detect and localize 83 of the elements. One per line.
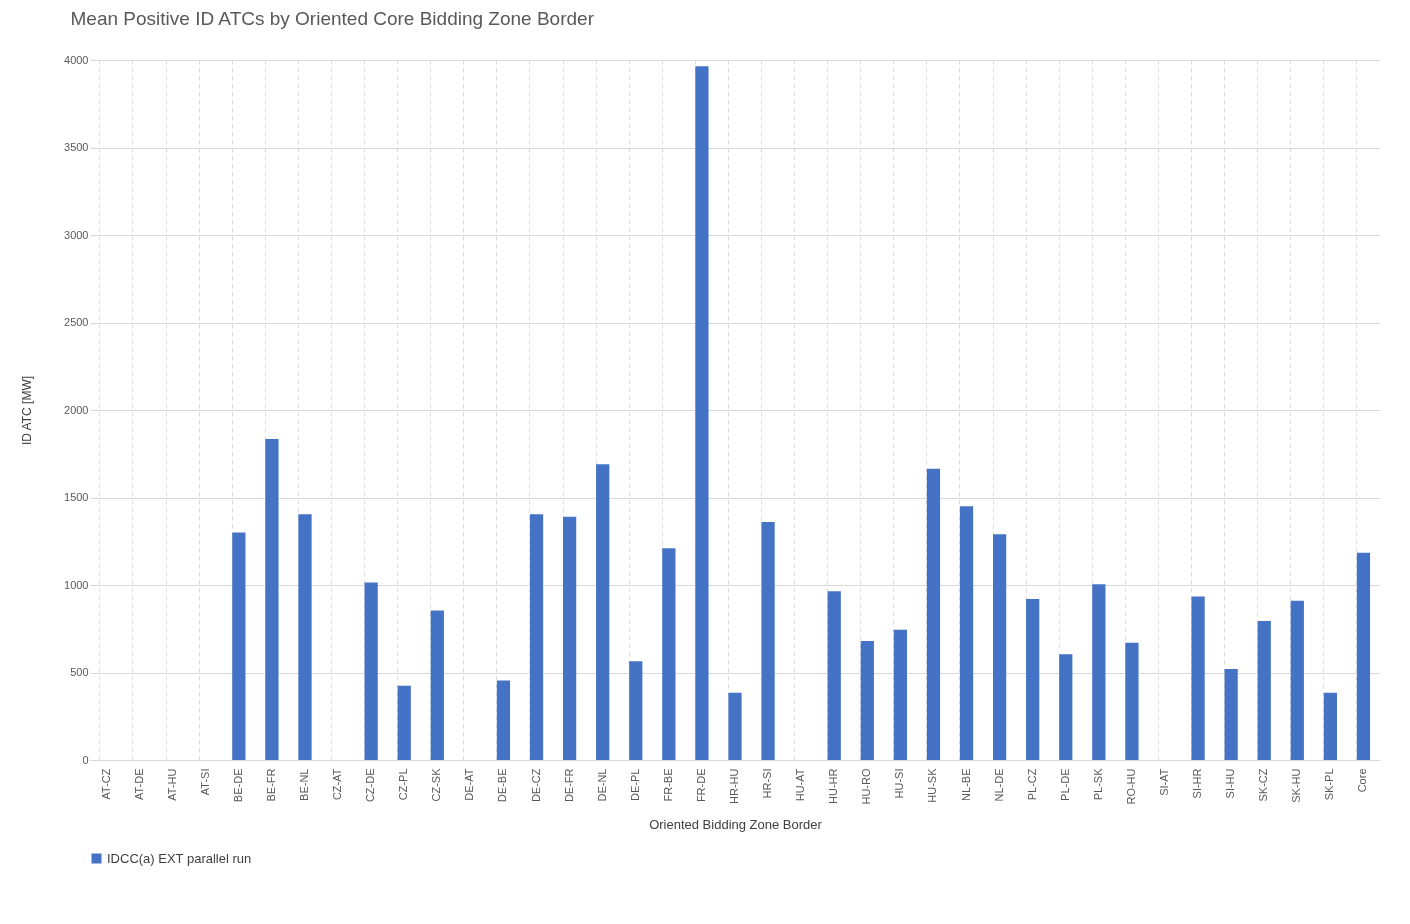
bar (265, 438, 279, 760)
bar (1125, 642, 1139, 760)
bar (529, 514, 544, 760)
y-tick-label: 1000 (64, 578, 89, 591)
x-tick-label: SK-PL (1323, 768, 1336, 801)
bar (1323, 692, 1337, 760)
x-tick-label: HU-SK (926, 767, 939, 803)
bar (563, 516, 577, 760)
chart-title: Mean Positive ID ATCs by Oriented Core Bidding Zone Border (70, 8, 595, 29)
bar (959, 506, 974, 760)
x-tick-label: SI-HR (1191, 768, 1204, 799)
y-tick-label: 3500 (64, 141, 89, 153)
x-tick-label: BE-FR (264, 768, 277, 802)
x-tick-label: SK-HU (1290, 768, 1303, 803)
x-tick-label: Core (1356, 768, 1369, 793)
x-tick-label: HU-HR (827, 768, 840, 804)
bar (397, 685, 411, 760)
y-tick-label: 500 (70, 666, 89, 678)
x-tick-label: PL-CZ (1025, 768, 1038, 801)
legend-label: IDCC(a) EXT parallel run (107, 850, 252, 866)
x-tick-label: DE-AT (463, 768, 476, 801)
bar (232, 532, 246, 760)
x-tick-label: HU-SI (893, 768, 906, 799)
bar (364, 582, 378, 760)
x-tick-label: RO-HU (1124, 768, 1137, 805)
bar (496, 680, 511, 760)
bar (1356, 552, 1371, 760)
bar (1092, 584, 1106, 760)
bar (662, 548, 676, 760)
x-tick-label: CZ-AT (331, 768, 344, 801)
y-tick-label: 1500 (64, 491, 89, 503)
x-tick-label: NL-DE (992, 768, 1005, 802)
bar (1059, 654, 1073, 760)
bar (926, 468, 941, 760)
bar (1191, 596, 1205, 760)
bar (1224, 669, 1238, 760)
x-tick-label: PL-SK (1091, 767, 1104, 801)
bar (1026, 599, 1040, 760)
x-tick-label: DE-NL (595, 768, 608, 802)
x-tick-label: HR-HU (728, 768, 740, 804)
x-tick-label: DE-PL (628, 768, 641, 801)
x-tick-label: AT-CZ (99, 768, 112, 800)
y-axis-title: ID ATC [MW] (20, 375, 35, 446)
x-tick-label: AT-HU (165, 768, 178, 801)
bar (860, 641, 874, 760)
bar (1257, 620, 1271, 760)
x-tick-label: CZ-DE (364, 768, 377, 803)
bar (728, 692, 742, 760)
x-axis-title: Oriented Bidding Zone Border (649, 816, 823, 832)
bar (695, 66, 709, 760)
x-tick-label: AT-SI (198, 768, 211, 796)
y-tick-label: 3000 (64, 228, 89, 241)
bar (893, 629, 907, 760)
y-tick-label: 2000 (64, 403, 89, 416)
x-tick-label: HU-RO (860, 768, 873, 805)
bar (993, 534, 1007, 760)
x-tick-label: HU-AT (794, 768, 807, 802)
x-tick-label: CZ-PL (397, 768, 410, 801)
x-tick-label: BE-DE (231, 768, 244, 803)
x-tick-label: DE-BE (496, 768, 509, 803)
bar (1290, 600, 1304, 760)
x-tick-label: SI-HU (1224, 768, 1237, 799)
x-tick-label: DE-CZ (529, 768, 542, 803)
x-tick-label: HR-SI (761, 768, 774, 799)
bar (761, 522, 775, 760)
y-tick-label: 2500 (64, 316, 89, 328)
bar (629, 661, 643, 760)
bar (298, 514, 312, 760)
x-tick-label: AT-DE (132, 768, 145, 801)
x-tick-label: SI-AT (1158, 768, 1170, 796)
x-tick-label: PL-DE (1058, 768, 1071, 801)
x-tick-label: BE-NL (298, 768, 310, 801)
y-tick-label: 0 (82, 753, 89, 766)
x-tick-label: CZ-SK (430, 767, 443, 802)
x-tick-label: NL-BE (959, 768, 972, 801)
bar (827, 591, 841, 760)
x-tick-label: FR-DE (694, 768, 707, 803)
bar (430, 610, 444, 760)
x-tick-label: DE-FR (562, 768, 575, 803)
x-tick-label: FR-BE (661, 768, 674, 802)
x-tick-label: SK-CZ (1257, 768, 1270, 802)
y-tick-label: 4000 (64, 53, 89, 66)
bar (596, 464, 610, 760)
